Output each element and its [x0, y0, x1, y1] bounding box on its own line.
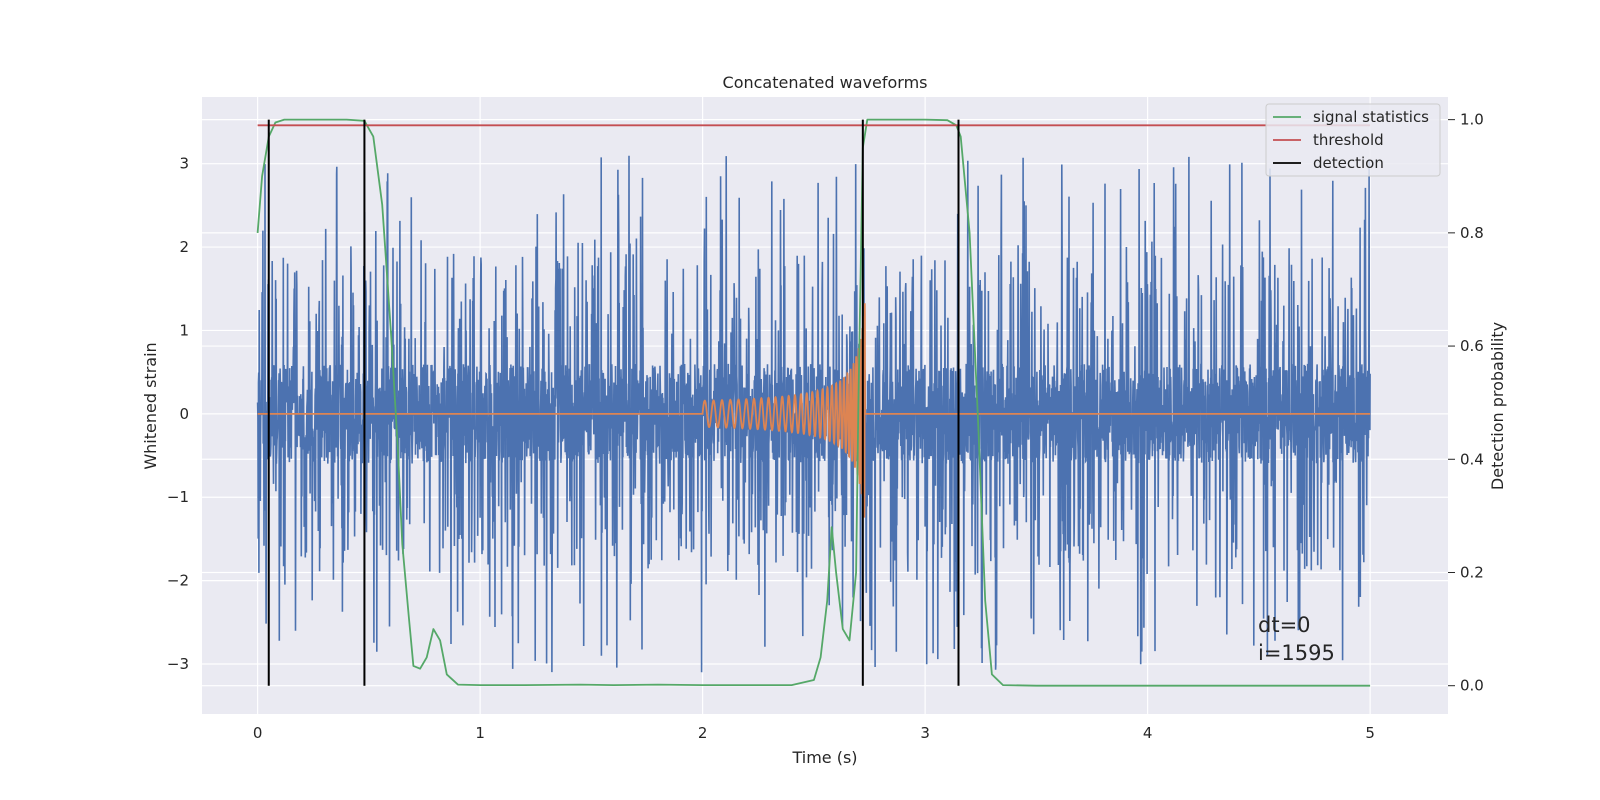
annotation-i: i=1595 [1258, 641, 1335, 665]
y2-axis-label: Detection probability [1488, 322, 1507, 490]
x-tick-label: 4 [1143, 724, 1153, 742]
y-tick-label: 1 [179, 321, 189, 339]
y-tick-label: 3 [179, 155, 189, 173]
legend-label-detection: detection [1313, 154, 1384, 172]
series-template [257, 303, 1371, 518]
x-tick-label: 3 [920, 724, 930, 742]
x-axis-label: Time (s) [791, 748, 857, 767]
legend-box [1265, 103, 1441, 177]
legend-label-signal-statistics: signal statistics [1313, 108, 1429, 126]
y2-tick-label: 0.2 [1460, 563, 1484, 581]
chart-title: Concatenated waveforms [723, 73, 928, 92]
y-tick-label: −2 [167, 572, 189, 590]
x-tick-label: 0 [253, 724, 263, 742]
y2-tick-label: 0.0 [1460, 677, 1484, 695]
annotations: dt=0 i=1595 [1258, 613, 1335, 665]
legend-label-threshold: threshold [1313, 131, 1384, 149]
y2-tick-label: 1.0 [1460, 111, 1484, 129]
y2-tick-label: 0.6 [1460, 337, 1484, 355]
x-tick-label: 5 [1365, 724, 1375, 742]
annotation-dt: dt=0 [1258, 613, 1311, 637]
y-tick-label: −3 [167, 655, 189, 673]
y2-tick-label: 0.8 [1460, 224, 1484, 242]
legend: signal statistics threshold detection [1265, 103, 1441, 177]
y-axis-label: Whitened strain [141, 342, 160, 469]
x-tick-label: 1 [475, 724, 485, 742]
plot-area [256, 118, 1371, 687]
y-tick-label: 2 [179, 238, 189, 256]
y2-tick-label: 0.4 [1460, 450, 1484, 468]
y-tick-label: 0 [179, 405, 189, 423]
x-tick-label: 2 [698, 724, 708, 742]
y-tick-label: −1 [167, 488, 189, 506]
axes: 0 1 2 3 4 5 −3 −2 −1 0 1 2 3 0.0 0.2 0.4 0.6 0.8 1.0 [167, 111, 1484, 742]
